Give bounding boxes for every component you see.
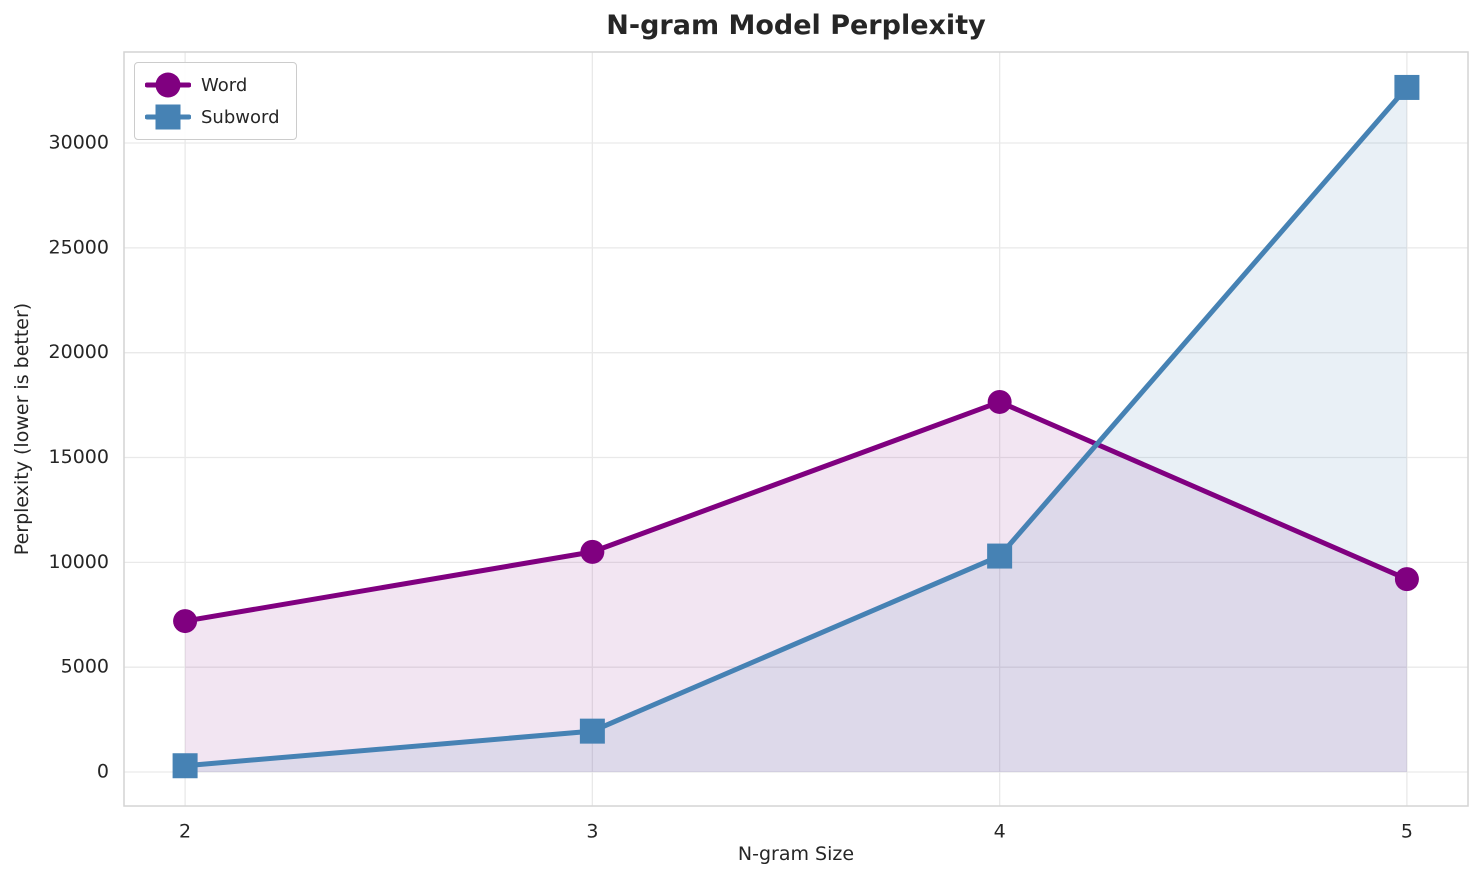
legend-entry-word: Word bbox=[145, 70, 280, 100]
y-tick-label: 5000 bbox=[61, 656, 109, 678]
legend-entry-subword: Subword bbox=[145, 102, 280, 132]
subword-line-marker-icon bbox=[145, 104, 191, 130]
word-marker bbox=[987, 389, 1012, 414]
subword-marker bbox=[579, 718, 605, 744]
word-line-marker-icon bbox=[145, 72, 191, 98]
subword-marker bbox=[987, 543, 1013, 569]
y-tick-label: 30000 bbox=[49, 132, 109, 154]
subword-fill-area bbox=[185, 87, 1407, 773]
subword-marker bbox=[1394, 74, 1420, 100]
y-tick-label: 25000 bbox=[49, 236, 109, 258]
x-tick-label: 3 bbox=[586, 821, 598, 843]
y-tick-label: 0 bbox=[97, 761, 109, 783]
legend-label-subword: Subword bbox=[201, 106, 280, 128]
x-tick-label: 2 bbox=[179, 821, 191, 843]
legend-label-word: Word bbox=[201, 74, 248, 96]
x-tick-label: 4 bbox=[994, 821, 1006, 843]
subword-marker bbox=[172, 753, 198, 779]
chart-title: N-gram Model Perplexity bbox=[606, 10, 986, 41]
word-marker bbox=[173, 609, 198, 634]
y-axis-label: Perplexity (lower is better) bbox=[11, 302, 33, 556]
word-line bbox=[182, 399, 1410, 624]
x-axis-label: N-gram Size bbox=[737, 843, 855, 865]
y-tick-label: 15000 bbox=[49, 446, 109, 468]
axes-border bbox=[123, 51, 1469, 807]
legend: Word Subword bbox=[134, 62, 297, 140]
y-tick-label: 10000 bbox=[49, 551, 109, 573]
subword-line bbox=[182, 84, 1410, 769]
word-marker bbox=[580, 539, 605, 564]
x-tick-label: 5 bbox=[1401, 821, 1413, 843]
word-fill-area bbox=[185, 401, 1407, 773]
y-tick-label: 20000 bbox=[49, 341, 109, 363]
word-marker bbox=[1394, 567, 1419, 592]
